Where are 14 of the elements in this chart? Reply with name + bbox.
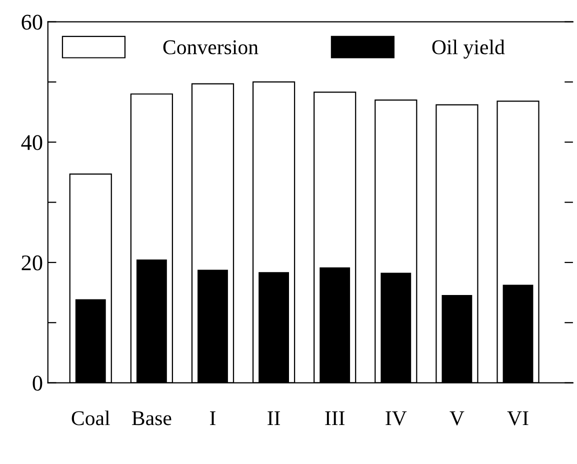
x-tick-label: III [325,411,345,426]
x-tick-label: Coal [72,410,110,426]
x-tick-label: Base [132,411,172,426]
y-tick-label: 20 [22,255,42,270]
y-tick-label: 0 [32,376,42,391]
x-tick-label: II [268,411,280,426]
legend-label: Oil yield [432,40,505,59]
y-tick-label: 60 [22,14,42,30]
y-tick-label: 40 [21,135,42,150]
x-tick-label: I [210,411,216,426]
x-tick-label: V [450,411,464,426]
x-tick-label: IV [386,411,407,426]
x-tick-label: VI [507,411,528,426]
legend-label: Conversion [163,40,258,54]
